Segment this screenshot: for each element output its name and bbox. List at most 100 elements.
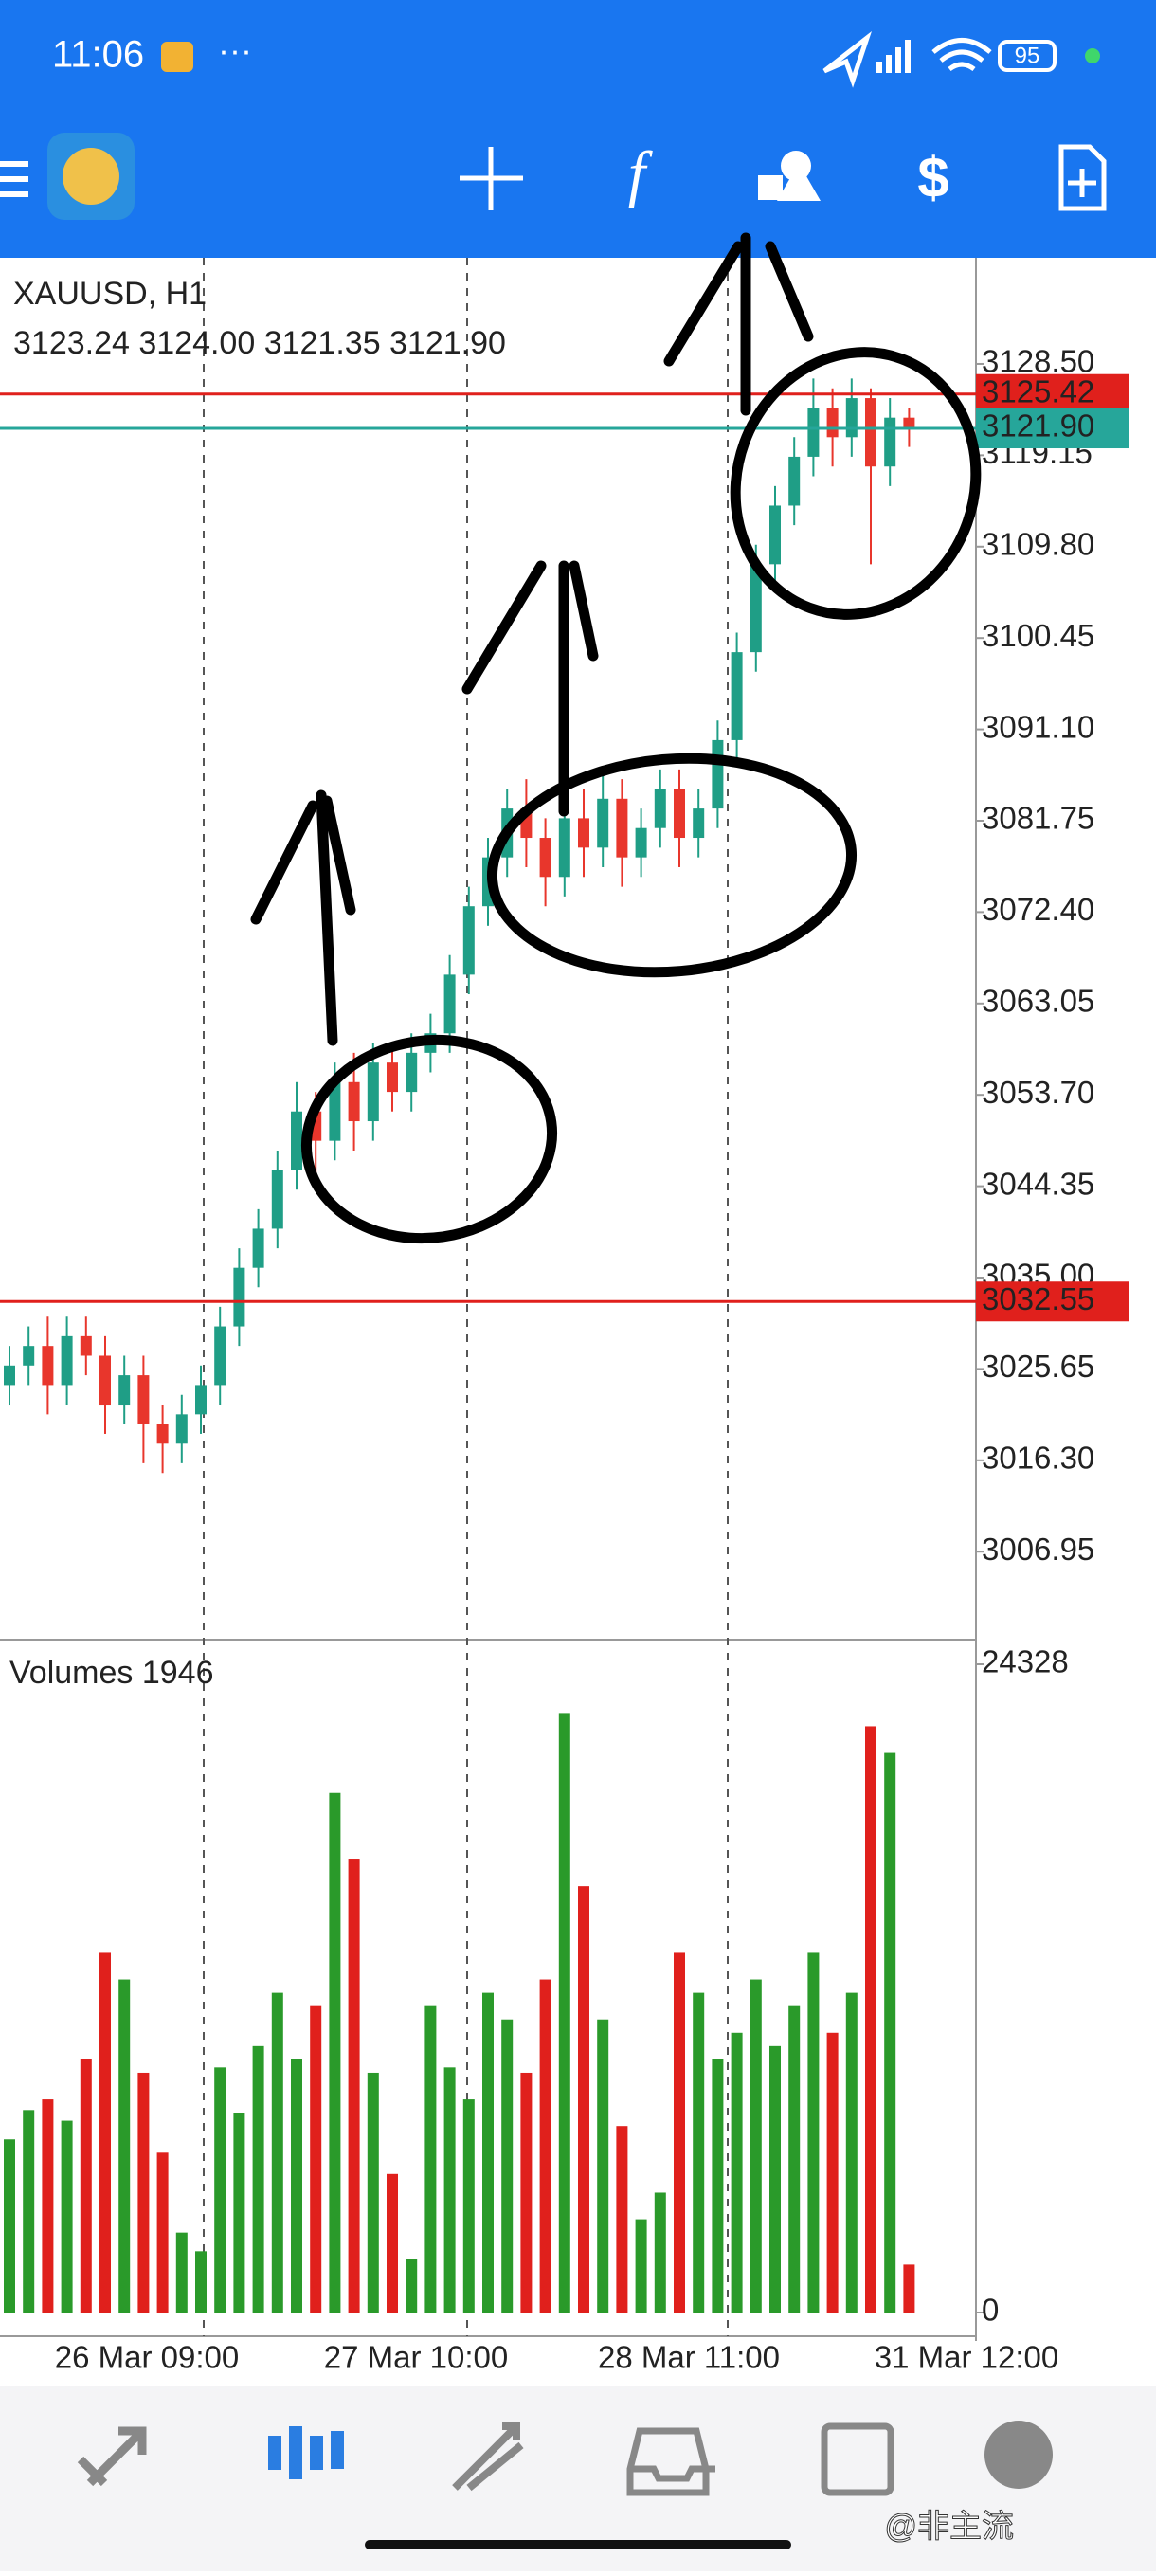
candle-body [195, 1385, 207, 1415]
y-tick-label: 3100.45 [982, 618, 1094, 653]
volume-bar [175, 2232, 188, 2313]
nav-news[interactable] [821, 2422, 894, 2496]
volume-bar [367, 2072, 379, 2313]
y-tick-label: 3053.70 [982, 1075, 1094, 1110]
volume-bar [807, 1952, 820, 2313]
volume-bar [903, 2264, 915, 2313]
y-tick-label: 3081.75 [982, 801, 1094, 836]
volume-bar [845, 1992, 858, 2313]
chart: XAUUSD, H1 3123.24 3124.00 3121.35 3121.… [0, 258, 1129, 2375]
y-tick-label: 3025.65 [982, 1349, 1094, 1384]
volume-bar [387, 2173, 398, 2313]
volume-bar [712, 2059, 724, 2313]
candle-body [578, 818, 589, 848]
y-tick-label: 3128.50 [982, 344, 1094, 379]
candle-body [443, 974, 456, 1034]
candle-body [826, 408, 839, 438]
y-tick-label: 3072.40 [982, 892, 1094, 927]
volume-bar [674, 1952, 685, 2313]
price-tag [976, 373, 1129, 414]
objects-button[interactable] [758, 151, 821, 201]
candle-body [233, 1267, 245, 1327]
candle-body [387, 1062, 398, 1093]
x-tick-label: 28 Mar 11:00 [598, 2340, 780, 2375]
notification-icon [161, 42, 193, 72]
candle-body [99, 1355, 111, 1406]
signal-icon [876, 40, 911, 73]
candle-body [175, 1414, 188, 1444]
volume-bar [348, 1859, 360, 2313]
volume-bar [424, 2005, 437, 2313]
candle-body [156, 1424, 169, 1444]
volume-bar [310, 2005, 322, 2313]
volume-bar [482, 1992, 494, 2313]
price-tag [976, 1281, 1129, 1322]
volume-bar [99, 1952, 111, 2313]
trade-button[interactable]: $ [917, 146, 948, 209]
y-tick-label: 3063.05 [982, 984, 1094, 1019]
ohlc-label: 3123.24 3124.00 3121.35 3121.90 [13, 325, 506, 361]
nav-chart[interactable] [268, 2426, 344, 2479]
menu-button[interactable] [0, 161, 28, 197]
volume-bar [750, 1979, 762, 2313]
candle-body [712, 739, 724, 809]
volume-bar [597, 2019, 609, 2313]
y-tick-label: 3006.95 [982, 1532, 1094, 1567]
volume-bar [4, 2139, 15, 2313]
candle-body [80, 1335, 92, 1356]
candle-body [406, 1052, 418, 1093]
hand-annotations [250, 232, 982, 1244]
candle-body [137, 1375, 150, 1424]
candle-body [61, 1335, 73, 1386]
volume-bar [693, 1992, 705, 2313]
y-tick-label: 3091.10 [982, 709, 1094, 744]
nav-trade[interactable] [452, 2422, 524, 2492]
candle-body [654, 789, 666, 828]
candle-body [865, 398, 876, 467]
candle-body [693, 808, 705, 839]
day-separators [203, 258, 729, 2336]
price-tag-label: 3121.90 [982, 408, 1094, 444]
volume-bar [118, 1979, 131, 2313]
price-tag [976, 408, 1129, 449]
candle-body [769, 505, 781, 565]
volume-bar [252, 2045, 264, 2313]
volume-bar [195, 2251, 207, 2313]
volume-bar [406, 2259, 418, 2313]
volume-bar [635, 2219, 647, 2313]
volume-bar [23, 2110, 35, 2313]
price-tag-label: 3125.42 [982, 373, 1094, 408]
new-order-button[interactable] [1058, 144, 1107, 211]
volume-bar [271, 1992, 283, 2313]
candle-body [252, 1228, 264, 1268]
y-tick-label: 3109.80 [982, 526, 1094, 561]
candle-body [750, 564, 762, 653]
volume-bar [539, 1979, 551, 2313]
nav-quotes[interactable] [77, 2426, 147, 2487]
y-tick-label: 3044.35 [982, 1166, 1094, 1201]
volume-bar [291, 2059, 302, 2313]
nav-history[interactable] [626, 2427, 715, 2496]
candle-body [367, 1062, 379, 1122]
battery-level: 95 [1015, 43, 1040, 68]
y-tick-label: 3016.30 [982, 1441, 1094, 1476]
symbol-label: XAUUSD, H1 [13, 276, 207, 312]
volume-bar [884, 1752, 896, 2313]
candle-body [291, 1111, 302, 1170]
volume-bar [520, 2072, 533, 2313]
volume-bar [443, 2067, 456, 2313]
candle-body [539, 838, 551, 878]
candle-body [42, 1346, 54, 1386]
volume-bar [731, 2032, 743, 2313]
volume-bar [865, 1726, 876, 2313]
candle-body [23, 1346, 35, 1366]
status-dot [1085, 48, 1100, 63]
volume-bar [788, 2005, 801, 2313]
volume-title: Volumes 1946 [9, 1655, 214, 1691]
candle-body [597, 798, 609, 848]
candle-body [214, 1326, 226, 1386]
nav-messages[interactable] [984, 2421, 1053, 2489]
crosshair-button[interactable] [460, 147, 523, 210]
app-logo-mark [63, 148, 119, 205]
